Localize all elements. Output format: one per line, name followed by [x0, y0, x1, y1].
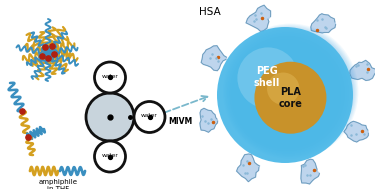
Circle shape	[229, 35, 346, 152]
Text: MIVM: MIVM	[168, 116, 192, 125]
Circle shape	[226, 31, 351, 155]
Text: water: water	[102, 153, 118, 158]
Circle shape	[232, 40, 340, 149]
Circle shape	[86, 93, 134, 141]
Circle shape	[224, 27, 355, 158]
Polygon shape	[200, 108, 217, 132]
Circle shape	[225, 28, 354, 157]
Polygon shape	[246, 5, 271, 31]
Text: amphiphile
in THF: amphiphile in THF	[39, 179, 78, 189]
Circle shape	[237, 47, 298, 109]
Circle shape	[223, 25, 357, 159]
Circle shape	[267, 73, 300, 105]
Circle shape	[217, 27, 353, 163]
Circle shape	[255, 62, 327, 134]
Polygon shape	[350, 60, 375, 81]
Circle shape	[233, 42, 338, 147]
Circle shape	[222, 24, 358, 160]
Circle shape	[225, 29, 353, 156]
Polygon shape	[201, 46, 226, 71]
Circle shape	[94, 141, 126, 172]
Circle shape	[228, 34, 347, 153]
Polygon shape	[301, 159, 320, 184]
Text: HSA: HSA	[199, 7, 221, 17]
Circle shape	[233, 43, 337, 147]
Circle shape	[232, 41, 339, 148]
Circle shape	[230, 37, 344, 151]
Circle shape	[134, 101, 165, 132]
Circle shape	[231, 39, 342, 149]
Circle shape	[231, 38, 343, 150]
Polygon shape	[237, 154, 260, 182]
Circle shape	[224, 26, 356, 158]
Text: water: water	[102, 74, 118, 79]
Circle shape	[227, 32, 350, 154]
Text: PEG
shell: PEG shell	[254, 66, 280, 88]
Circle shape	[94, 62, 126, 93]
Text: water: water	[141, 114, 158, 119]
Text: PLA
core: PLA core	[279, 87, 302, 108]
Polygon shape	[344, 121, 368, 142]
Circle shape	[226, 30, 352, 156]
Circle shape	[230, 36, 345, 151]
Circle shape	[228, 33, 348, 153]
Polygon shape	[311, 14, 336, 33]
